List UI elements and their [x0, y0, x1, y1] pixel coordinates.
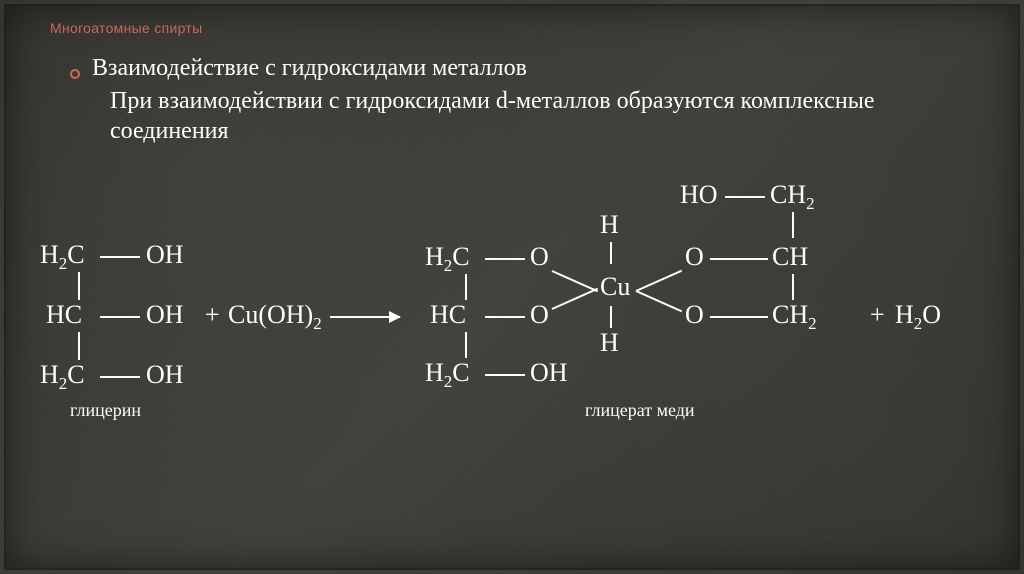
bond — [610, 242, 612, 264]
prod-hc: HC — [430, 300, 466, 330]
bond — [792, 274, 794, 300]
prod-h2c-l: H2C — [425, 358, 470, 392]
prod-ch2-r: CH2 — [772, 300, 817, 334]
body-text: Взаимодействие с гидроксидами металлов П… — [70, 55, 984, 146]
prod-ch2-top: CH2 — [770, 180, 815, 214]
prod-o-ul: O — [530, 242, 549, 272]
reaction-arrow-icon — [330, 316, 400, 318]
bond — [78, 332, 80, 360]
glycerol-label: глицерин — [70, 400, 141, 421]
byproduct-h2o: H2O — [895, 300, 941, 334]
bond — [78, 272, 80, 300]
bullet-text: Взаимодействие с гидроксидами металлов — [92, 55, 527, 82]
bond — [636, 290, 682, 312]
glycerol-c1: H2C — [40, 240, 85, 274]
glycerol-oh2: OH — [146, 300, 184, 330]
bond — [100, 316, 140, 318]
bond — [725, 196, 765, 198]
prod-h-lower: H — [600, 328, 619, 358]
bond — [100, 256, 140, 258]
glycerol-c3: H2C — [40, 360, 85, 394]
bond — [485, 374, 525, 376]
bond — [465, 332, 467, 358]
bond — [792, 212, 794, 238]
prod-h-upper: H — [600, 210, 619, 240]
prod-oh-b: OH — [530, 358, 568, 388]
bond — [552, 270, 598, 292]
bond — [552, 288, 598, 310]
bond — [710, 316, 768, 318]
prod-cu: Cu — [600, 272, 630, 302]
bond — [100, 376, 140, 378]
glycerol-c2: HC — [46, 300, 82, 330]
paragraph: При взаимодействии с гидроксидами d-мета… — [110, 86, 984, 146]
prod-o-ur: O — [685, 242, 704, 272]
product-label: глицерат меди — [585, 400, 695, 421]
reagent: Cu(OH)2 — [228, 300, 322, 334]
reaction-scheme: H2C OH HC OH H2C OH глицерин + Cu(OH)2 H… — [30, 200, 990, 520]
bullet-icon — [70, 69, 80, 79]
bond — [485, 316, 525, 318]
bond — [485, 258, 525, 260]
prod-ho: HO — [680, 180, 718, 210]
plus-1: + — [205, 300, 220, 330]
bond — [610, 306, 612, 328]
plus-2: + — [870, 300, 885, 330]
slide-title: Многоатомные спирты — [50, 20, 202, 36]
bond — [465, 274, 467, 300]
prod-h2c-u: H2C — [425, 242, 470, 276]
bond — [710, 258, 768, 260]
prod-o-ll: O — [530, 300, 549, 330]
bond — [636, 270, 682, 292]
prod-o-lr: O — [685, 300, 704, 330]
prod-ch-r: CH — [772, 242, 808, 272]
glycerol-oh3: OH — [146, 360, 184, 390]
bullet-line: Взаимодействие с гидроксидами металлов — [70, 55, 984, 82]
glycerol-oh1: OH — [146, 240, 184, 270]
